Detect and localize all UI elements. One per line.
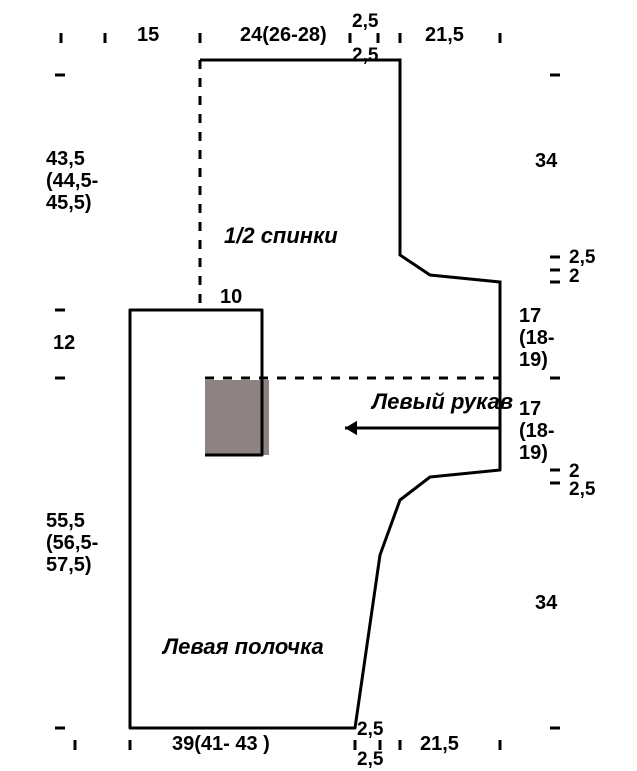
dim-right-2a: 2: [569, 267, 580, 288]
dim-right-17b: 17 (18- 19): [519, 398, 555, 464]
dim-bot-21-5: 21,5: [420, 733, 459, 755]
dim-right-34b: 34: [535, 592, 557, 614]
schematic-stage: 15 24(26-28) 2,5 2,5 21,5 43,5 (44,5- 45…: [0, 0, 637, 768]
dim-top-2-5b: 2,5: [352, 46, 378, 67]
dim-right-2-5b: 2,5: [569, 480, 595, 501]
dim-mid-10: 10: [220, 286, 242, 308]
dim-top-21-5: 21,5: [425, 24, 464, 46]
dim-top-2-5a: 2,5: [352, 12, 378, 33]
dim-right-17a: 17 (18- 19): [519, 305, 555, 371]
caption-back: 1/2 спинки: [224, 224, 338, 248]
caption-sleeve: Левый рукав: [372, 390, 513, 414]
dim-bot-39: 39(41- 43 ): [172, 733, 270, 755]
dim-bot-2-5a: 2,5: [357, 720, 383, 741]
dim-left-55-5: 55,5 (56,5- 57,5): [46, 510, 98, 576]
dim-top-24: 24(26-28): [240, 24, 327, 46]
dim-left-43-5: 43,5 (44,5- 45,5): [46, 148, 98, 214]
caption-front: Левая полочка: [163, 635, 324, 659]
dim-left-12: 12: [53, 332, 75, 354]
dim-right-34a: 34: [535, 150, 557, 172]
dim-top-15: 15: [137, 24, 159, 46]
